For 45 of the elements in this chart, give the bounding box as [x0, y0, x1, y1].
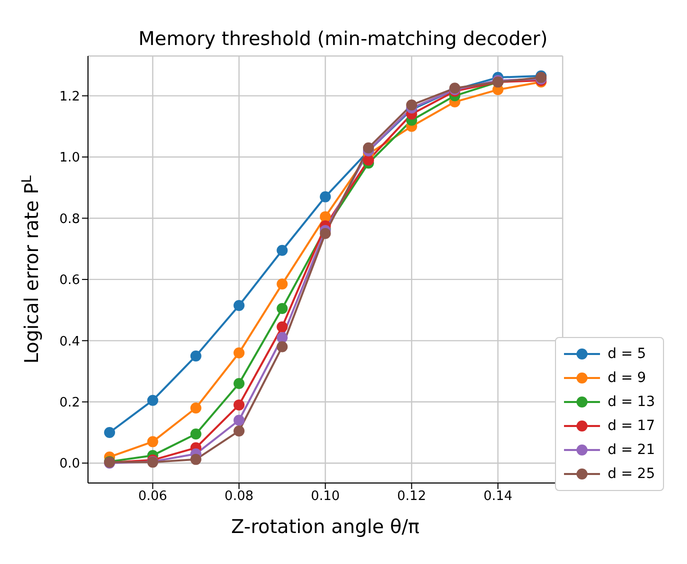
point — [190, 350, 202, 362]
y-tick-label: 0.8 — [59, 212, 80, 227]
legend-label: d = 9 — [608, 370, 646, 386]
x-tick-label: 0.14 — [483, 489, 512, 504]
legend-label: d = 17 — [608, 418, 655, 434]
legend-label: d = 13 — [608, 394, 655, 410]
x-tick-label: 0.06 — [138, 489, 168, 504]
point — [234, 347, 245, 358]
y-tick-label: 0.4 — [59, 334, 80, 350]
x-tick-label: 0.12 — [397, 489, 426, 504]
point — [276, 278, 288, 290]
point — [147, 436, 158, 448]
point — [190, 428, 202, 440]
y-tick-label: 0.6 — [59, 273, 80, 288]
point — [147, 394, 158, 406]
point — [234, 378, 245, 390]
legend-label: d = 25 — [608, 466, 655, 482]
point — [320, 191, 331, 202]
chart-title: Memory threshold (min-matching decoder) — [137, 28, 549, 50]
point — [276, 332, 288, 344]
y-tick-label: 1.0 — [59, 150, 80, 166]
point — [276, 321, 288, 332]
legend-label: d = 21 — [608, 442, 655, 458]
point — [234, 414, 245, 426]
point — [320, 211, 331, 222]
point — [362, 154, 374, 166]
point — [234, 399, 245, 410]
point — [362, 142, 374, 154]
point — [276, 341, 288, 352]
point — [406, 99, 418, 110]
legend-label: d = 5 — [608, 346, 646, 362]
point — [276, 244, 288, 256]
y-tick-label: 1.2 — [59, 89, 80, 104]
point — [320, 228, 331, 240]
point — [104, 426, 116, 438]
point — [190, 402, 202, 414]
x-tick-label: 0.10 — [310, 489, 340, 504]
point — [234, 300, 245, 311]
x-tick-label: 0.08 — [224, 489, 254, 504]
point — [190, 454, 202, 465]
y-tick-label: 0.2 — [59, 396, 80, 410]
y-tick-label: 0.0 — [59, 456, 80, 472]
x-axis-title: Z-rotation angle θ/π — [231, 516, 420, 538]
point — [276, 303, 288, 314]
point — [234, 425, 245, 436]
